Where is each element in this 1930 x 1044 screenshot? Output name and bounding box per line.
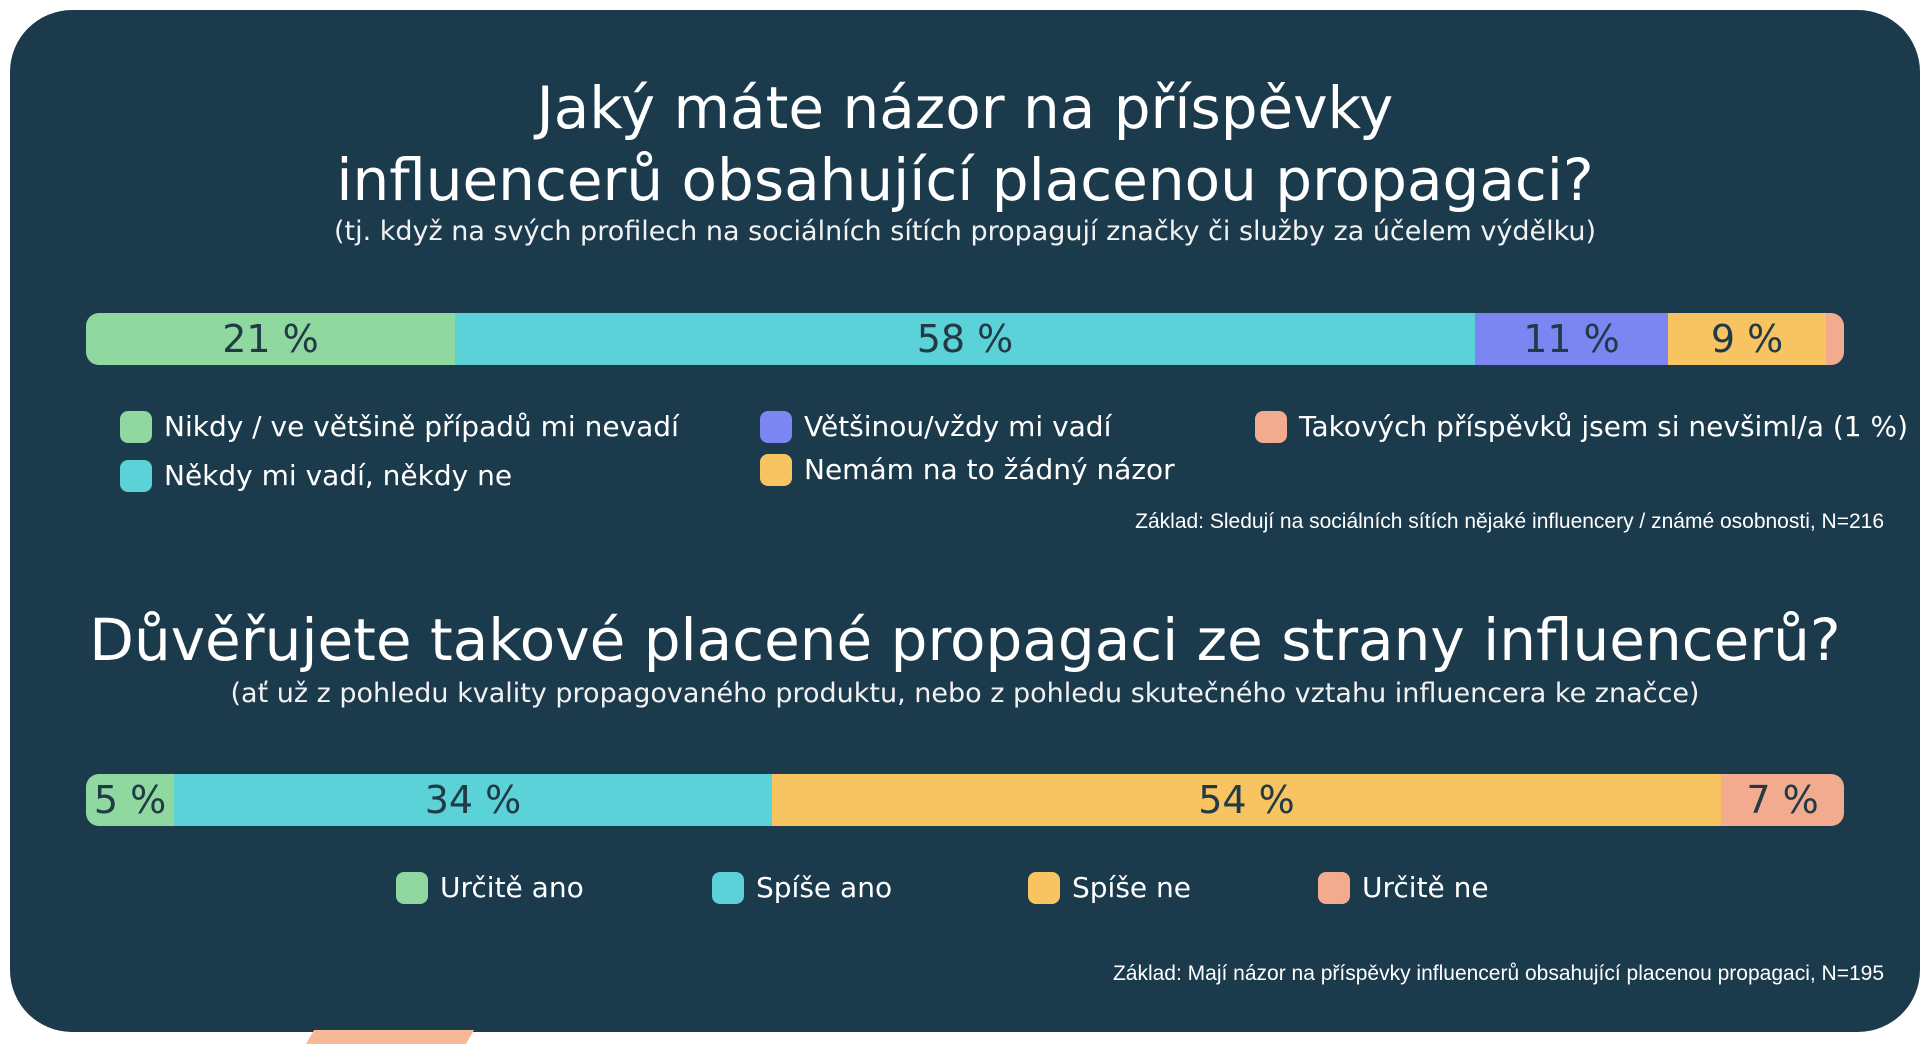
chart2-subtitle: (ať už z pohledu kvality propagovaného p… <box>10 678 1920 709</box>
chart2-bar-segment-1: 5 % <box>86 774 174 826</box>
chart1-legend-swatch-4 <box>760 454 792 486</box>
chart2-legend-swatch-1 <box>396 872 428 904</box>
chart2-legend-label-2: Spíše ano <box>756 871 892 904</box>
chart1-bar-segment-2: 58 % <box>455 313 1475 365</box>
chart1-title-line1: Jaký máte názor na příspěvky <box>10 72 1920 144</box>
chart2-legend-item-2: Spíše ano <box>712 871 892 904</box>
chart2-title: Důvěřujete takové placené propagaci ze s… <box>10 604 1920 676</box>
chart1-legend-item-1: Nikdy / ve většině případů mi nevadí <box>120 410 679 443</box>
chart-card: Jaký máte názor na příspěvky influencerů… <box>10 10 1920 1032</box>
chart1-stacked-bar: 21 % 58 % 11 % 9 % <box>86 313 1844 365</box>
chart1-legend-item-4: Nemám na to žádný názor <box>760 453 1175 486</box>
chart1-legend-item-5: Takových příspěvků jsem si nevšiml/a (1 … <box>1255 410 1908 443</box>
chart2-legend-item-1: Určitě ano <box>396 871 584 904</box>
chart1-bar-segment-1: 21 % <box>86 313 455 365</box>
chart2-bar-segment-2: 34 % <box>174 774 772 826</box>
chart1-legend-label-4: Nemám na to žádný názor <box>804 453 1175 486</box>
chart2-legend-label-4: Určitě ne <box>1362 871 1489 904</box>
chart1-legend-swatch-5 <box>1255 411 1287 443</box>
chart2-base-note: Základ: Mají názor na příspěvky influenc… <box>1113 962 1884 986</box>
chart1-bar-segment-5 <box>1826 313 1844 365</box>
chart2-bar-segment-4: 7 % <box>1721 774 1844 826</box>
chart2-legend-swatch-2 <box>712 872 744 904</box>
chart1-legend-swatch-2 <box>120 460 152 492</box>
chart1-legend-label-3: Většinou/vždy mi vadí <box>804 410 1111 443</box>
chart2-legend-swatch-4 <box>1318 872 1350 904</box>
chart1-legend-label-5: Takových příspěvků jsem si nevšiml/a (1 … <box>1299 410 1908 443</box>
chart1-base-note: Základ: Sledují na sociálních sítích něj… <box>1135 510 1884 534</box>
chart1-legend-swatch-3 <box>760 411 792 443</box>
chart2-legend-item-4: Určitě ne <box>1318 871 1489 904</box>
chart1-legend-label-1: Nikdy / ve většině případů mi nevadí <box>164 410 679 443</box>
chart1-legend-swatch-1 <box>120 411 152 443</box>
chart2-legend-label-1: Určitě ano <box>440 871 584 904</box>
chart1-legend-item-3: Většinou/vždy mi vadí <box>760 410 1111 443</box>
chart2-legend-swatch-3 <box>1028 872 1060 904</box>
chart1-title-line2: influencerů obsahující placenou propagac… <box>10 144 1920 216</box>
chart2-bar-segment-3: 54 % <box>772 774 1721 826</box>
chart1-legend-label-2: Někdy mi vadí, někdy ne <box>164 459 512 492</box>
chart1-bar-segment-3: 11 % <box>1475 313 1668 365</box>
chart1-subtitle: (tj. když na svých profilech na sociální… <box>10 216 1920 247</box>
chart2-legend-label-3: Spíše ne <box>1072 871 1191 904</box>
chart2-legend-item-3: Spíše ne <box>1028 871 1191 904</box>
chart1-legend-item-2: Někdy mi vadí, někdy ne <box>120 459 512 492</box>
chart2-stacked-bar: 5 % 34 % 54 % 7 % <box>86 774 1844 826</box>
chart1-bar-segment-4: 9 % <box>1668 313 1826 365</box>
